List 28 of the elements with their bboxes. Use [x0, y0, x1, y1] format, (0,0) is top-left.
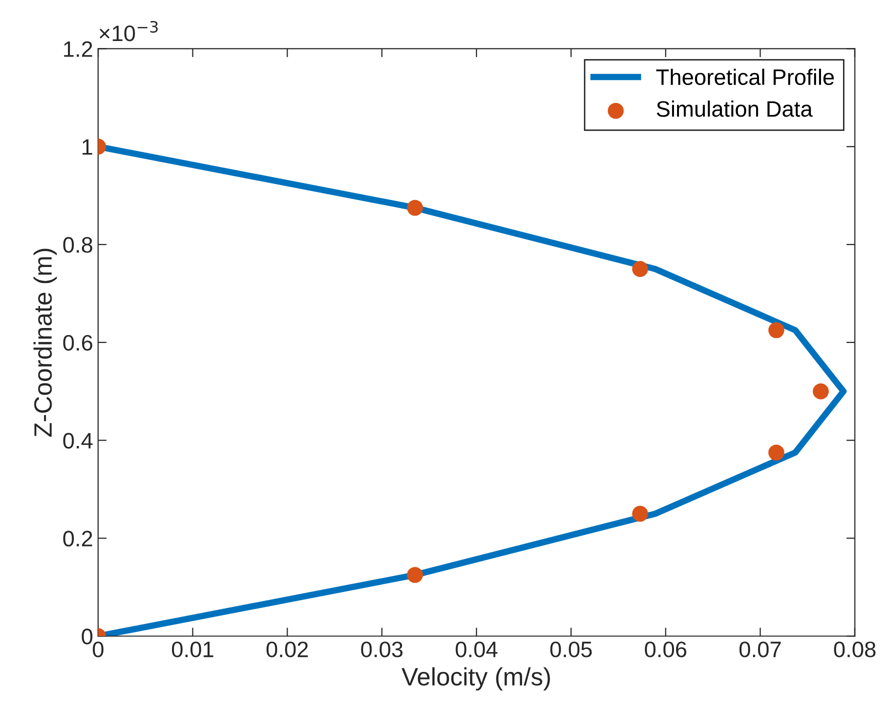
legend-label: Simulation Data	[656, 100, 813, 117]
y-tick-label: 1.2	[64, 41, 92, 57]
y-tick-label: 0.2	[63, 530, 92, 546]
y-tick-label: 0.8	[63, 237, 92, 253]
x-tick-label: 0.01	[172, 642, 214, 658]
legend-label: Theoretical Profile	[656, 68, 834, 86]
x-tick-label: 0.05	[550, 642, 592, 658]
y-tick-label: 0.4	[63, 432, 93, 449]
text: ×10$^{−3}$	[100, 20, 158, 42]
y-tick-label: 0.6	[63, 334, 92, 351]
point	[768, 322, 784, 338]
y-tick-label: 0	[82, 628, 92, 644]
x-tick-label: 0.03	[361, 642, 403, 658]
point	[632, 506, 648, 522]
x-tick-label: 0.04	[456, 642, 498, 658]
x-tick-label: 0	[92, 642, 104, 658]
point	[812, 383, 829, 400]
y-tick-label: 1	[82, 139, 92, 155]
x-tick-label: 0.07	[739, 642, 781, 658]
point	[632, 261, 648, 277]
x-tick-label: 0.06	[644, 642, 686, 658]
y-axis-title: Z-Coordinate (m)	[34, 248, 57, 437]
x-axis-title: Velocity (m/s)	[402, 667, 550, 691]
x-tick-label: 0.02	[266, 642, 308, 658]
point	[407, 200, 423, 216]
x-tick-label: 0.08	[834, 642, 876, 658]
point	[768, 444, 784, 461]
point	[407, 566, 423, 583]
